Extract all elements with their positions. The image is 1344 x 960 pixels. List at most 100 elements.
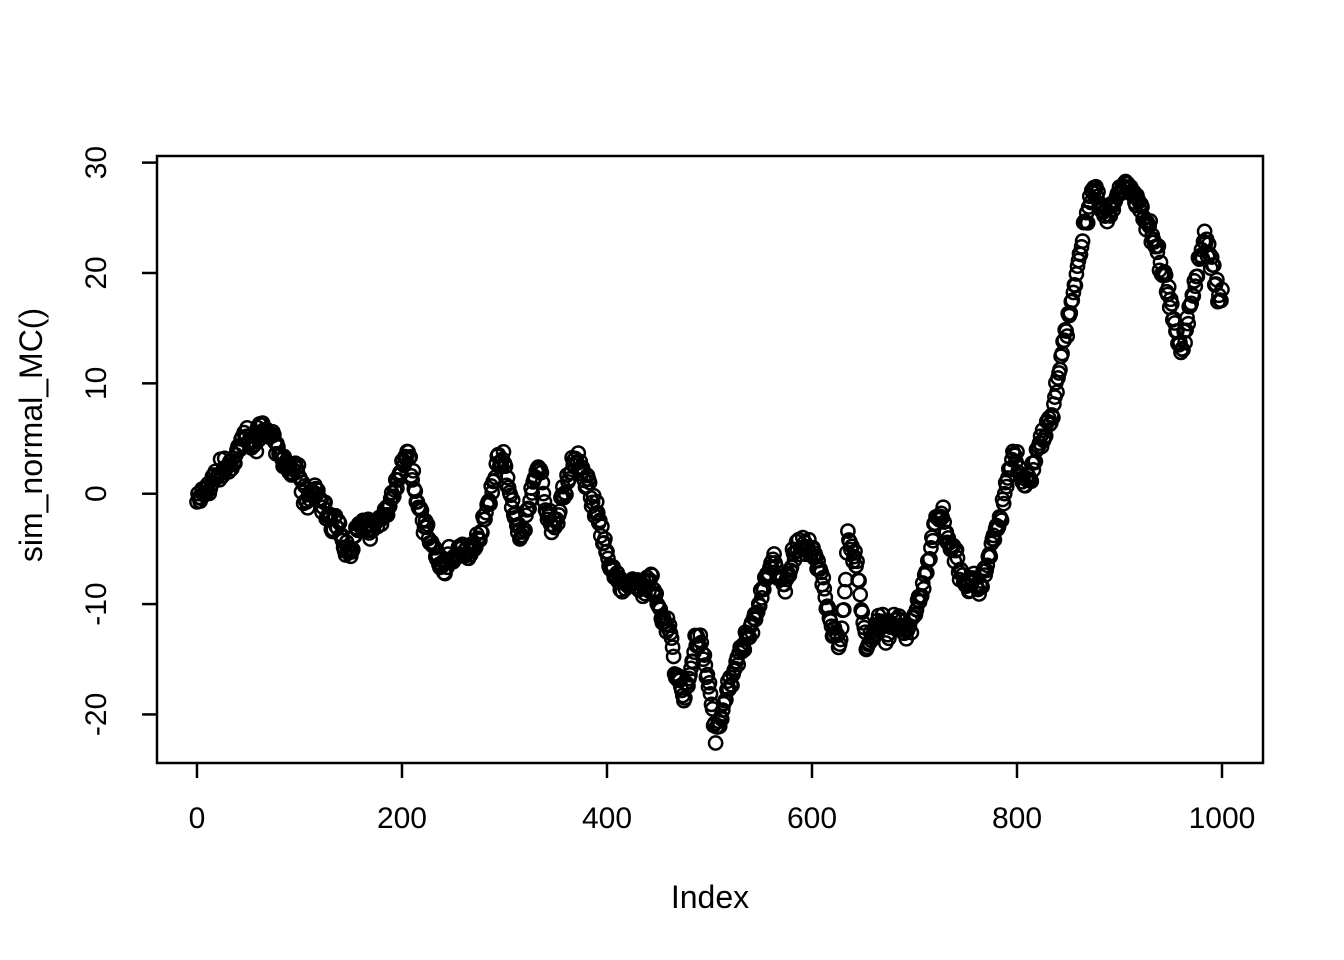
- data-point: [477, 511, 493, 528]
- data-point: [1185, 288, 1202, 304]
- data-point: [472, 532, 488, 548]
- data-point: [1079, 215, 1096, 231]
- data-point: [1142, 213, 1159, 229]
- data-point: [644, 567, 660, 584]
- y-tick-label: -10: [80, 582, 113, 625]
- data-point: [533, 464, 550, 481]
- data-point: [561, 471, 577, 487]
- data-point: [1059, 328, 1076, 344]
- data-point: [248, 443, 265, 460]
- data-point: [1187, 278, 1204, 295]
- data-point: [1064, 292, 1081, 309]
- data-point: [923, 539, 939, 556]
- data-point: [664, 639, 681, 656]
- y-axis-title: sim_normal_MC(): [13, 308, 49, 562]
- data-point: [852, 586, 869, 603]
- x-tick-label: 400: [582, 802, 632, 835]
- data-point: [996, 485, 1013, 502]
- data-point: [816, 580, 833, 597]
- data-point: [1214, 281, 1230, 298]
- data-point: [727, 660, 743, 677]
- data-point: [995, 495, 1012, 512]
- data-point: [707, 735, 724, 751]
- data-point: [724, 677, 740, 694]
- data-point: [922, 551, 938, 567]
- data-point: [1067, 277, 1084, 294]
- data-point: [588, 493, 605, 510]
- data-point: [925, 532, 941, 549]
- data-point: [1149, 244, 1166, 261]
- data-point: [692, 627, 709, 644]
- data-point: [702, 685, 719, 702]
- y-tick-label: 20: [80, 256, 113, 289]
- data-point: [1025, 462, 1042, 478]
- data-point: [1183, 295, 1200, 312]
- data-point: [701, 674, 718, 691]
- scatter-points: [189, 173, 1230, 751]
- data-point: [832, 631, 849, 648]
- y-tick-label: 0: [80, 485, 113, 502]
- data-point: [665, 648, 682, 665]
- data-point: [386, 482, 403, 499]
- data-point: [495, 444, 512, 460]
- data-point: [1213, 292, 1229, 309]
- data-point: [1203, 249, 1220, 265]
- data-point: [589, 504, 606, 521]
- data-point: [971, 586, 987, 602]
- data-point: [683, 660, 699, 677]
- data-point: [817, 589, 834, 606]
- data-point: [935, 499, 952, 516]
- plot-border: [155, 154, 1265, 765]
- data-point: [847, 543, 863, 560]
- data-point: [599, 543, 615, 560]
- data-point: [948, 542, 965, 558]
- data-point: [835, 601, 852, 618]
- data-point: [840, 523, 856, 539]
- data-point: [1065, 284, 1082, 301]
- y-tick-label: -20: [80, 693, 113, 736]
- data-point: [385, 488, 402, 505]
- data-point: [815, 569, 832, 586]
- data-point: [1074, 233, 1091, 249]
- data-point: [498, 477, 515, 494]
- x-tick-label: 600: [787, 802, 837, 835]
- data-point: [903, 624, 920, 641]
- data-point: [1009, 443, 1025, 460]
- data-point: [497, 458, 514, 475]
- data-point: [663, 630, 680, 647]
- x-tick-label: 200: [377, 802, 427, 835]
- data-point: [482, 495, 498, 512]
- data-point: [747, 611, 764, 628]
- x-axis-title: Index: [671, 879, 749, 915]
- y-tick-label: 30: [80, 146, 113, 179]
- data-point: [751, 598, 768, 614]
- data-point: [1180, 315, 1197, 332]
- data-point: [979, 557, 996, 574]
- data-point: [570, 445, 587, 461]
- x-tick-label: 1000: [1189, 802, 1256, 835]
- y-tick-label: 10: [80, 367, 113, 400]
- data-point: [1189, 268, 1206, 285]
- data-point: [499, 469, 516, 486]
- data-point: [696, 647, 713, 663]
- data-point: [405, 462, 422, 479]
- y-axis-ticks: -20 -10 0 10 20 30: [80, 146, 156, 736]
- data-point: [517, 522, 533, 539]
- data-point: [534, 474, 551, 491]
- data-point: [833, 620, 850, 637]
- data-point: [711, 718, 728, 735]
- data-point: [1073, 238, 1090, 255]
- data-point: [521, 500, 537, 517]
- data-point: [1023, 473, 1040, 490]
- x-tick-label: 800: [992, 802, 1042, 835]
- x-axis-ticks: 0 200 400 600 800 1000: [189, 764, 1256, 835]
- data-point: [713, 711, 730, 727]
- data-point: [998, 478, 1015, 495]
- data-point: [407, 483, 424, 500]
- data-point: [379, 507, 396, 523]
- data-point: [936, 514, 953, 530]
- data-point: [849, 553, 865, 570]
- data-point: [524, 485, 541, 501]
